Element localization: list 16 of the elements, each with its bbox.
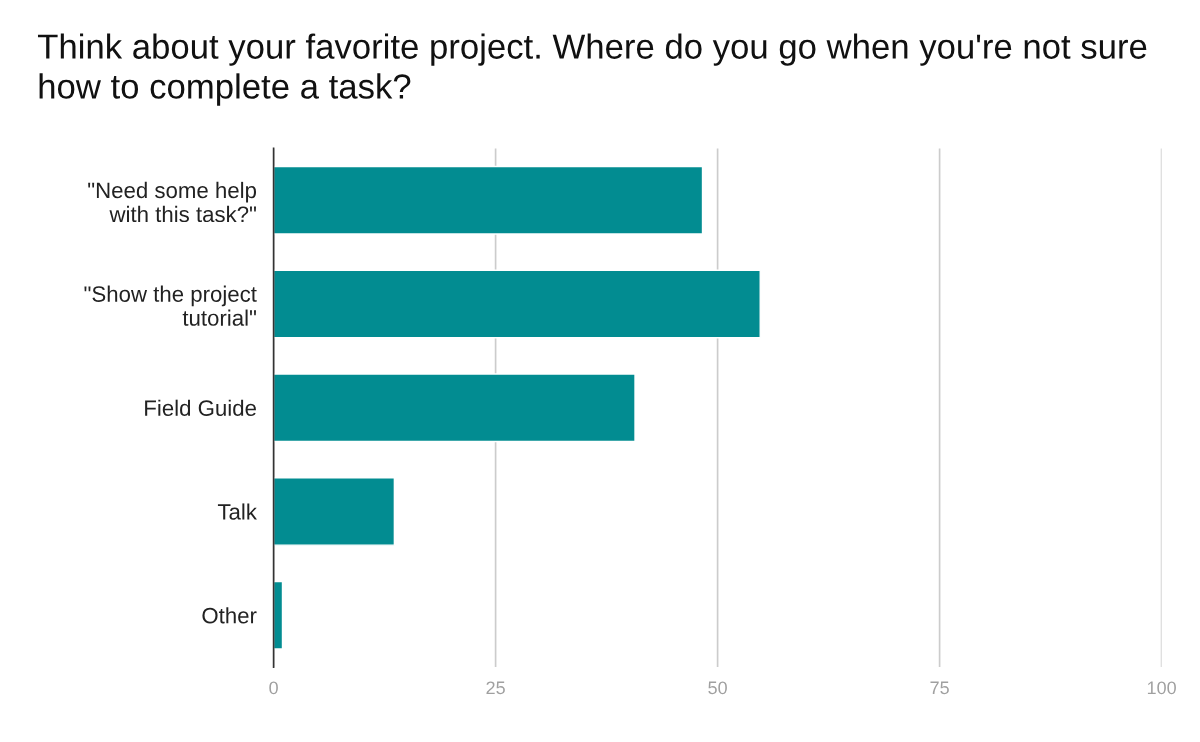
x-tick-label: 50 [708,681,727,695]
y-tick-label: Talk [217,503,257,520]
x-tick-label: 75 [930,681,949,695]
bar [273,477,396,546]
y-tick-label: Other [202,607,257,624]
y-tick-label: Field Guide [145,399,256,416]
bar [273,580,284,650]
bar [273,165,704,235]
bar [273,373,636,443]
y-tick-label: "Need some help with this task?" [88,181,257,223]
x-tick-label: 0 [269,681,278,695]
x-tick-label: 25 [486,681,505,695]
x-tick-label: 100 [1147,681,1176,695]
chart-title: Think about your favorite project. Where do you go when you're not sure how to complete a task? [37,33,1147,106]
bar [273,269,761,339]
y-tick-label: "Show the project tutorial" [84,285,257,326]
